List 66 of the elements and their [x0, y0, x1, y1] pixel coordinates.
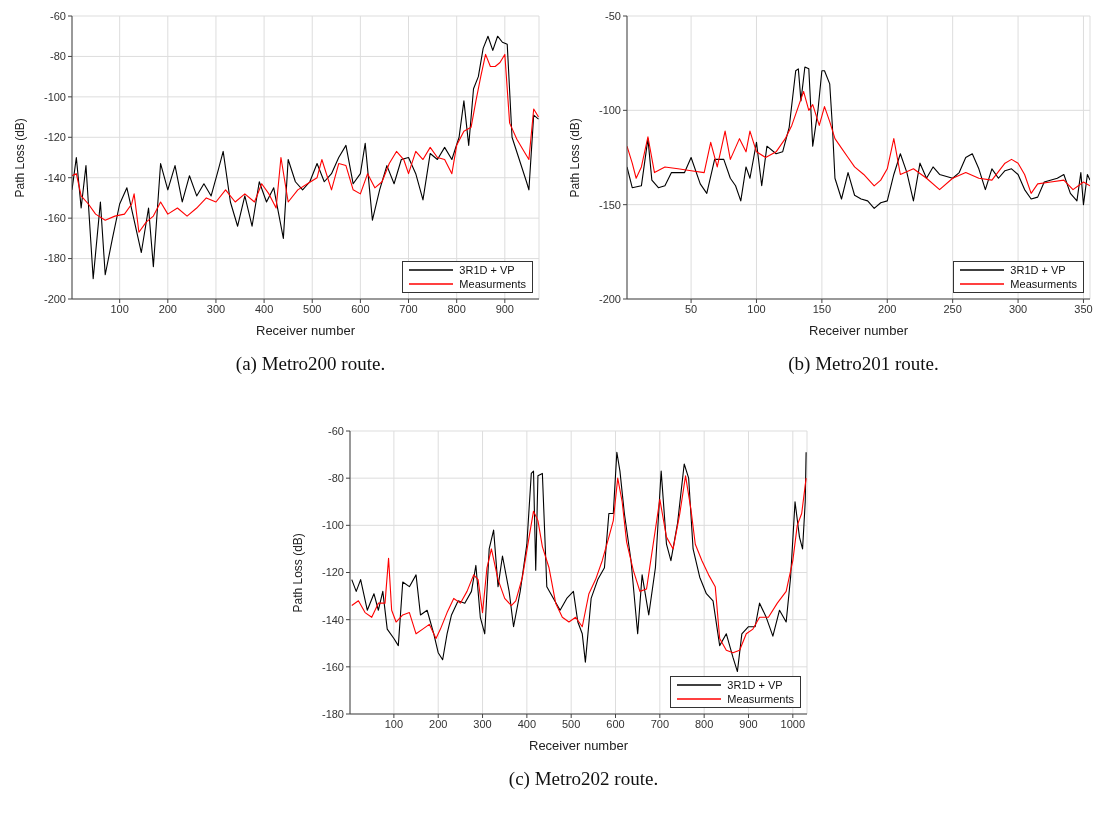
legend-label: Measurments	[459, 277, 526, 291]
text: (b) Metro201 route.	[787, 353, 940, 375]
x-axis-title: Receiver number	[529, 738, 629, 753]
x-tick-label: 100	[747, 302, 766, 315]
text: (c) Metro202 route.	[507, 768, 660, 790]
x-tick-label: 800	[447, 302, 466, 315]
x-tick-label: 700	[650, 717, 670, 730]
y-axis-title: Path Loss (dB)	[568, 118, 583, 198]
x-tick-label: 100	[384, 717, 404, 730]
y-tick-label: -120	[321, 566, 344, 579]
y-tick-label: -80	[328, 472, 344, 485]
y-tick-label: -80	[50, 50, 66, 63]
y-tick-label: -60	[328, 424, 344, 437]
x-tick-label: 300	[206, 302, 226, 315]
y-tick-label: -100	[598, 104, 621, 117]
y-tick-label: -150	[598, 198, 621, 211]
line-series	[351, 451, 807, 673]
y-tick-label: -180	[321, 707, 344, 720]
x-tick-label: 200	[158, 302, 177, 315]
legend-label: 3R1D + VP	[1010, 263, 1066, 277]
y-tick-label: -140	[321, 613, 344, 626]
x-tick-label: 600	[606, 717, 625, 730]
y-tick-label: -60	[50, 9, 66, 22]
x-tick-label: 100	[110, 302, 129, 315]
legend-label: Measurments	[1010, 277, 1077, 291]
line-series	[72, 53, 539, 233]
y-tick-label: -160	[43, 212, 66, 225]
y-axis-title: Path Loss (dB)	[13, 118, 28, 198]
x-tick-label: 1000	[780, 717, 806, 730]
line-series	[627, 90, 1090, 194]
x-axis-title: Receiver number	[809, 323, 909, 338]
y-axis-title: Path Loss (dB)	[291, 533, 306, 613]
x-tick-label: 300	[473, 717, 492, 730]
y-tick-label: -100	[43, 90, 66, 103]
y-tick-label: -200	[598, 292, 621, 305]
y-tick-label: -200	[43, 292, 66, 305]
y-tick-label: -140	[43, 171, 66, 184]
legend-label: Measurments	[727, 692, 794, 706]
x-tick-label: 800	[694, 717, 714, 730]
x-tick-label: 600	[351, 302, 370, 315]
x-tick-label: 350	[1074, 302, 1093, 315]
text: (a) Metro200 route.	[234, 353, 387, 375]
x-tick-label: 250	[943, 302, 962, 315]
x-tick-label: 400	[254, 302, 274, 315]
x-tick-label: 500	[303, 302, 322, 315]
legend-label: 3R1D + VP	[459, 263, 515, 277]
x-tick-label: 500	[562, 717, 581, 730]
legend-label: 3R1D + VP	[727, 678, 783, 692]
y-tick-label: -100	[321, 519, 344, 532]
x-axis-title: Receiver number	[256, 323, 356, 338]
line-series	[627, 66, 1090, 209]
y-tick-label: -120	[43, 131, 66, 144]
x-tick-label: 200	[429, 717, 448, 730]
x-tick-label: 150	[812, 302, 832, 315]
x-tick-label: 400	[517, 717, 537, 730]
x-tick-label: 300	[1008, 302, 1028, 315]
y-tick-label: -180	[43, 252, 66, 265]
x-tick-label: 700	[399, 302, 418, 315]
x-tick-label: 900	[495, 302, 514, 315]
x-tick-label: 900	[739, 717, 758, 730]
x-tick-label: 50	[684, 302, 698, 315]
line-series	[351, 475, 807, 654]
y-tick-label: -160	[321, 660, 344, 673]
y-tick-label: -50	[605, 9, 621, 22]
line-series	[72, 35, 539, 280]
x-tick-label: 200	[878, 302, 897, 315]
